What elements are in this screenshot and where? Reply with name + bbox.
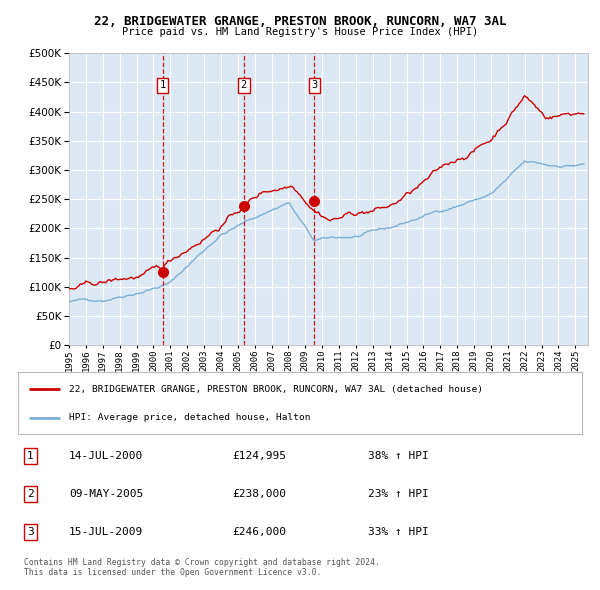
Text: 22, BRIDGEWATER GRANGE, PRESTON BROOK, RUNCORN, WA7 3AL (detached house): 22, BRIDGEWATER GRANGE, PRESTON BROOK, R… <box>69 385 483 394</box>
Text: 3: 3 <box>27 527 34 537</box>
Text: 2: 2 <box>241 80 247 90</box>
Text: Contains HM Land Registry data © Crown copyright and database right 2024.: Contains HM Land Registry data © Crown c… <box>24 558 380 566</box>
Text: Price paid vs. HM Land Registry's House Price Index (HPI): Price paid vs. HM Land Registry's House … <box>122 27 478 37</box>
Text: 2: 2 <box>27 489 34 499</box>
Text: £124,995: £124,995 <box>232 451 286 461</box>
Text: £238,000: £238,000 <box>232 489 286 499</box>
Text: £246,000: £246,000 <box>232 527 286 537</box>
Text: 38% ↑ HPI: 38% ↑ HPI <box>368 451 428 461</box>
Text: 1: 1 <box>160 80 166 90</box>
Text: 3: 3 <box>311 80 317 90</box>
Text: 22, BRIDGEWATER GRANGE, PRESTON BROOK, RUNCORN, WA7 3AL: 22, BRIDGEWATER GRANGE, PRESTON BROOK, R… <box>94 15 506 28</box>
Text: 14-JUL-2000: 14-JUL-2000 <box>69 451 143 461</box>
Text: 15-JUL-2009: 15-JUL-2009 <box>69 527 143 537</box>
Text: 23% ↑ HPI: 23% ↑ HPI <box>368 489 428 499</box>
Text: This data is licensed under the Open Government Licence v3.0.: This data is licensed under the Open Gov… <box>24 568 322 576</box>
Text: 1: 1 <box>27 451 34 461</box>
Text: HPI: Average price, detached house, Halton: HPI: Average price, detached house, Halt… <box>69 413 310 422</box>
Text: 09-MAY-2005: 09-MAY-2005 <box>69 489 143 499</box>
Text: 33% ↑ HPI: 33% ↑ HPI <box>368 527 428 537</box>
